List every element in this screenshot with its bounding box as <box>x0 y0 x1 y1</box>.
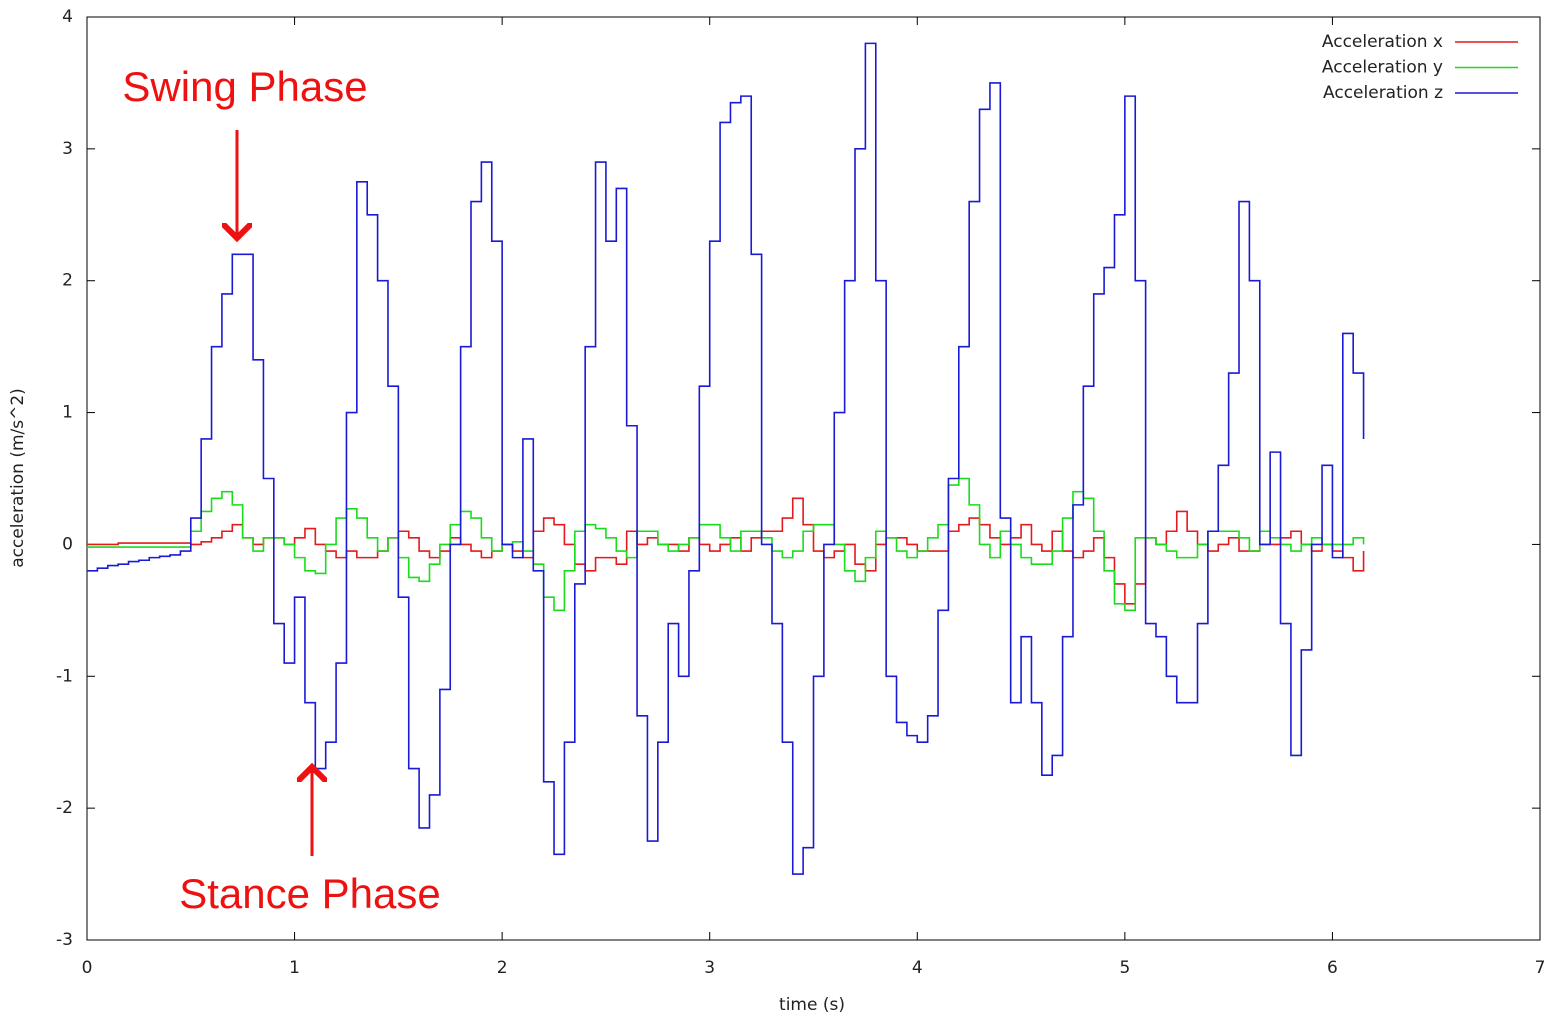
x-tick-label: 6 <box>1327 958 1338 978</box>
plot-frame <box>86 16 1541 941</box>
x-tick-label: 1 <box>289 958 300 978</box>
x-tick-label: 3 <box>704 958 715 978</box>
annotation: Swing Phase <box>122 63 367 110</box>
legend-label: Acceleration x <box>1322 32 1443 52</box>
y-tick-label: 4 <box>62 7 73 27</box>
y-tick-label: 1 <box>62 403 73 423</box>
legend-label: Acceleration y <box>1322 58 1443 78</box>
series-line <box>87 477 1365 612</box>
series-line <box>87 42 1365 875</box>
y-tick-label: 0 <box>62 534 73 554</box>
y-axis-label: acceleration (m/s^2) <box>8 388 28 568</box>
annotation: Stance Phase <box>179 870 441 917</box>
y-tick-label: 2 <box>62 271 73 291</box>
x-tick-label: 0 <box>82 958 93 978</box>
y-tick-label: -3 <box>56 930 73 950</box>
x-tick-label: 4 <box>912 958 923 978</box>
y-tick-label: -2 <box>56 798 73 818</box>
x-tick-label: 2 <box>497 958 508 978</box>
y-tick-label: 3 <box>62 139 73 159</box>
x-axis-label: time (s) <box>779 995 845 1015</box>
y-tick-label: -1 <box>56 666 73 686</box>
legend-label: Acceleration z <box>1323 83 1443 103</box>
x-tick-label: 7 <box>1535 958 1546 978</box>
x-tick-label: 5 <box>1119 958 1130 978</box>
